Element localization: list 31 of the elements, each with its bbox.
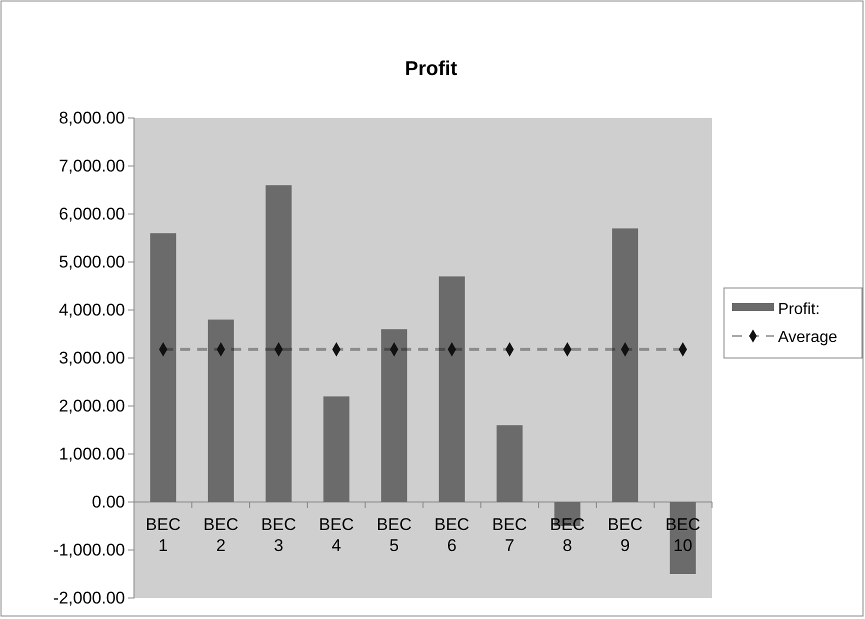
y-tick-label: 2,000.00 [58,396,125,416]
y-tick-label: 5,000.00 [58,252,125,272]
x-tick-label: BEC 1 [146,515,181,555]
x-tick-label: BEC 5 [376,515,412,555]
x-tick-label: BEC 2 [203,515,238,555]
x-tick-label: BEC 3 [261,515,296,555]
y-tick-label: 7,000.00 [58,156,125,176]
bar [208,320,234,502]
y-tick-label: 8,000.00 [58,108,125,128]
y-tick-label: 3,000.00 [58,348,125,368]
x-tick-label: BEC 4 [318,515,354,555]
x-tick-label: BEC 7 [492,515,528,555]
y-tick-label: 0.00 [92,492,125,512]
chart-title: Profit [404,58,458,80]
bar [323,396,350,502]
y-tick-label: 4,000.00 [58,300,125,320]
y-tick-label: -1,000.00 [53,540,125,560]
bar [381,329,408,502]
y-tick-label: 6,000.00 [58,204,125,224]
bar [612,228,638,502]
y-tick-label: -2,000.00 [53,588,125,608]
x-tick-label: BEC 9 [608,515,643,555]
y-tick-label: 1,000.00 [58,444,125,464]
legend-label: Profit: [778,301,820,318]
bar [438,276,465,502]
x-tick-label: BEC 8 [550,515,585,555]
bar [496,425,523,502]
bar [150,233,176,502]
legend-label: Average [778,329,838,346]
bar [266,185,292,502]
x-tick-label: BEC 6 [434,515,470,555]
